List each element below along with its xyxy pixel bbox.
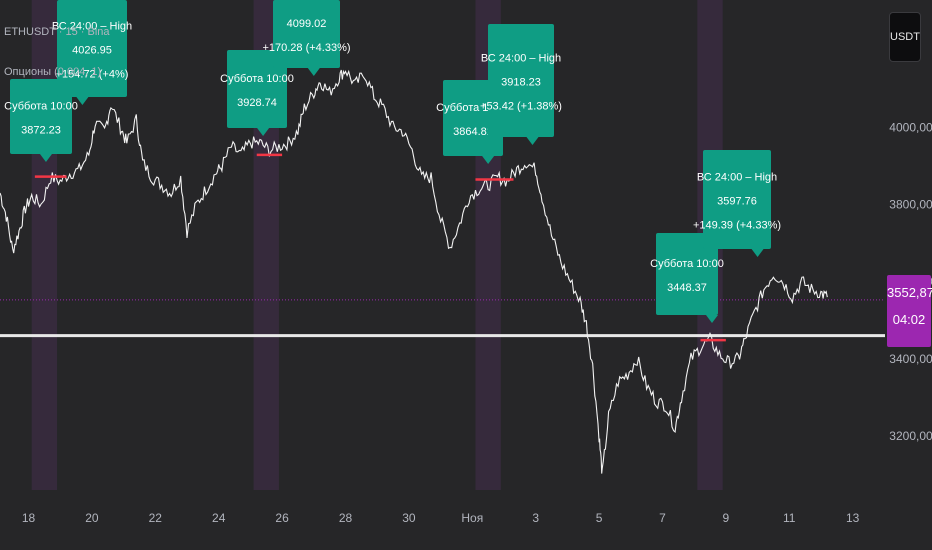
indicator-title[interactable]: Опционы (0,004, 1) xyxy=(4,66,102,78)
annotation-callout: 4099.02 +170.28 (+4.33%) xyxy=(262,0,351,76)
y-tick-label: 3400,00 xyxy=(889,352,932,366)
annotation-text: ВС 24:00 – High xyxy=(481,52,561,64)
annotation-box xyxy=(656,233,718,315)
annotation-pointer xyxy=(257,128,270,136)
annotation-pointer xyxy=(76,97,89,105)
annotation-text: +170.28 (+4.33%) xyxy=(262,42,350,54)
x-tick-label: 24 xyxy=(212,511,226,525)
annotation-text: +154.72 (+4%) xyxy=(56,68,129,80)
x-tick-label: 7 xyxy=(659,511,666,525)
annotation-box xyxy=(227,50,287,128)
annotation-text: +149.39 (+4.33%) xyxy=(693,219,781,231)
x-tick-label: 20 xyxy=(85,511,99,525)
annotation-text: 3928.74 xyxy=(237,97,277,109)
annotation-callout: ВС 24:00 – High 3597.76 +149.39 (+4.33%) xyxy=(693,150,781,257)
x-tick-label: 5 xyxy=(596,511,603,525)
annotation-text: 3918.23 xyxy=(501,76,541,88)
x-tick-label: 13 xyxy=(846,511,860,525)
annotation-text: 3597.76 xyxy=(717,195,757,207)
annotation-text: ВС 24:00 – High xyxy=(697,171,777,183)
annotation-callout: Суббота 10:00 3872.23 xyxy=(4,79,78,162)
annotation-text: 3872.23 xyxy=(21,124,61,136)
x-tick-label: 28 xyxy=(339,511,353,525)
annotation-pointer xyxy=(706,315,718,323)
x-tick-label: 11 xyxy=(783,511,796,525)
x-tick-label: 22 xyxy=(149,511,163,525)
annotation-text: 4026.95 xyxy=(72,44,112,56)
x-tick-label: 9 xyxy=(723,511,730,525)
annotation-box xyxy=(57,0,127,97)
annotation-pointer xyxy=(39,154,52,162)
bar-countdown-label: 04:02 xyxy=(892,312,926,327)
annotation-text: 3448.37 xyxy=(667,282,707,294)
x-tick-label: 30 xyxy=(402,511,416,525)
symbol-title[interactable]: ETHUSDT · 15 · Bina xyxy=(4,26,110,38)
y-tick-label: 4000,00 xyxy=(889,120,932,134)
annotation-text: Суббота 10:00 xyxy=(4,100,78,112)
annotation-box xyxy=(703,150,771,249)
annotation-pointer xyxy=(482,156,495,164)
annotation-pointer xyxy=(526,137,539,145)
annotation-box xyxy=(488,24,554,137)
x-tick-label: 3 xyxy=(532,511,539,525)
y-tick-label: 3200,00 xyxy=(889,429,932,443)
annotation-callout: ВС 24:00 – High 3918.23 +53.42 (+1.38%) xyxy=(480,24,562,145)
x-tick-label: 18 xyxy=(22,511,36,525)
current-price-tag: 3552,87 04:02 xyxy=(887,275,932,347)
annotation-callout: Суббота 10:00 3928.74 xyxy=(220,50,294,136)
annotation-pointer xyxy=(751,249,764,257)
annotation-text: Суббота 10:00 xyxy=(650,258,724,270)
annotation-callout: Суббота 10:00 3448.37 xyxy=(650,233,724,323)
currency-button[interactable]: USDT xyxy=(889,12,921,62)
annotation-box xyxy=(273,0,340,68)
x-tick-label: Ноя xyxy=(461,511,483,525)
current-price-label: 3552,87 xyxy=(887,285,932,300)
price-line xyxy=(0,69,828,474)
x-tick-label: 26 xyxy=(275,511,289,525)
annotation-box xyxy=(10,79,72,154)
annotation-text: 4099.02 xyxy=(287,18,327,30)
annotation-callout: ВС 24:00 – High 4026.95 +154.72 (+4%) xyxy=(52,0,132,105)
y-tick-label: 3800,00 xyxy=(889,197,932,211)
annotation-text: +53.42 (+1.38%) xyxy=(480,100,562,112)
annotation-text: Суббота 10:00 xyxy=(220,73,294,85)
annotation-text: ВС 24:00 – High xyxy=(52,20,132,32)
annotation-pointer xyxy=(307,68,320,76)
annotation-text: 3864.81 xyxy=(453,126,493,138)
